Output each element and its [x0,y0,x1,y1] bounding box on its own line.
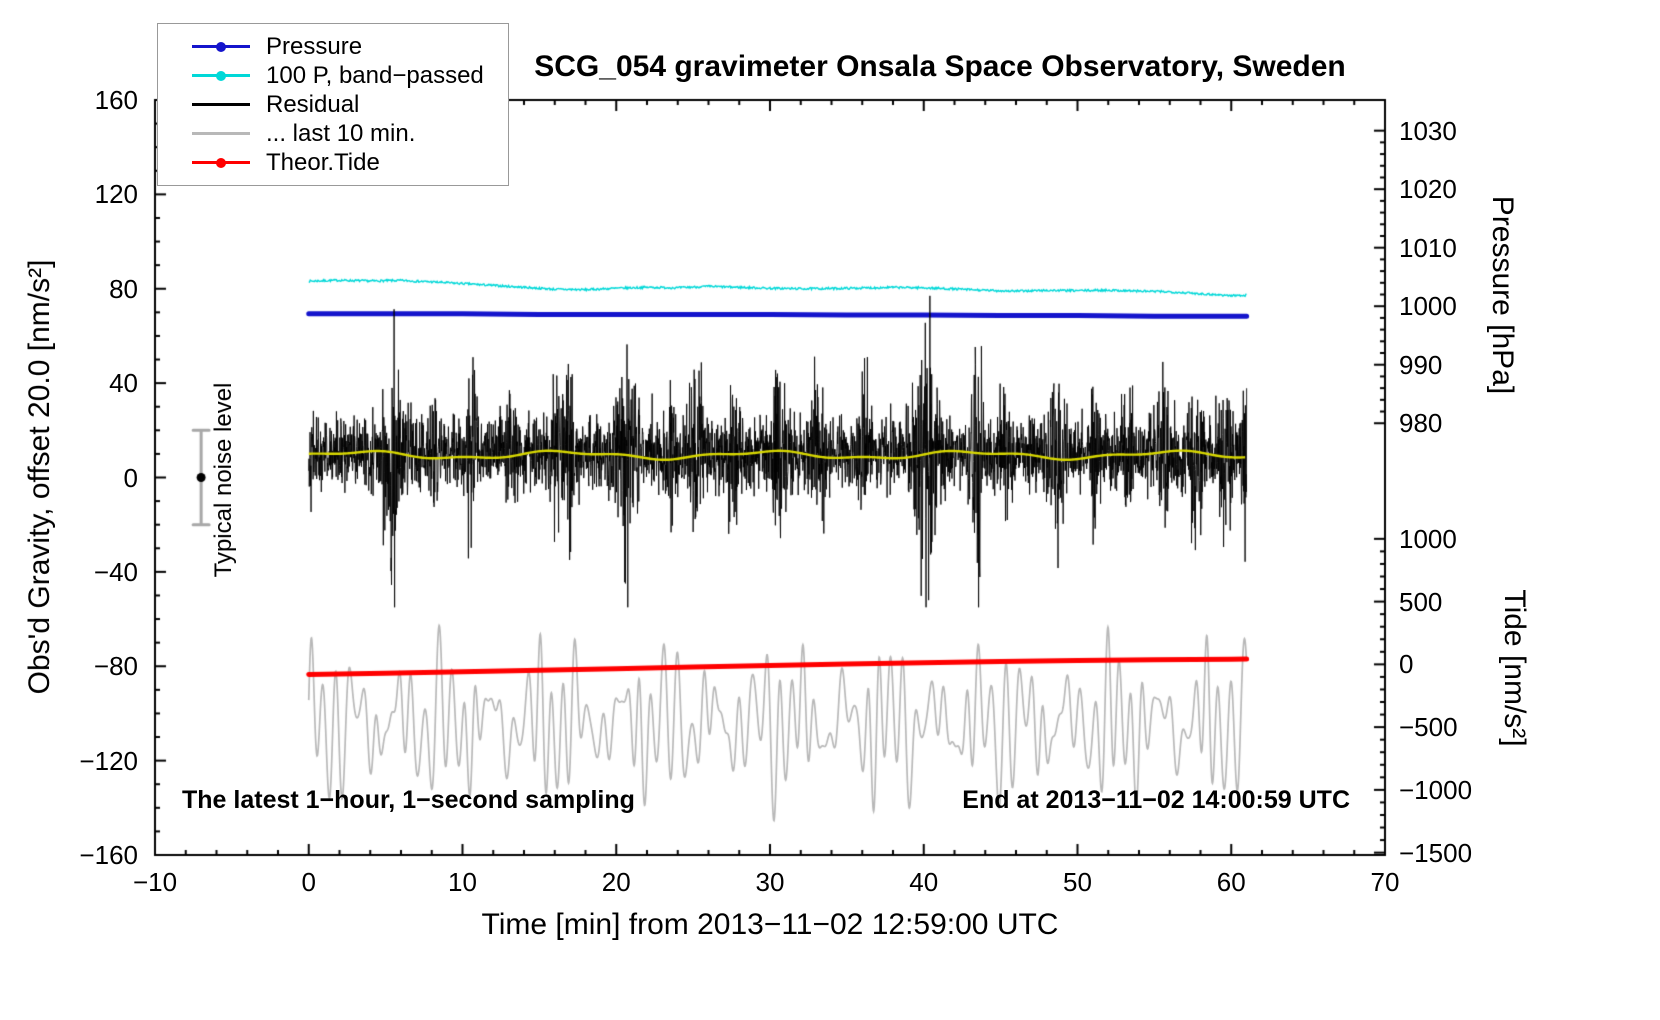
x-tick-label: 10 [448,867,477,897]
end-time-note: End at 2013−11−02 14:00:59 UTC [962,786,1350,814]
legend-label: Pressure [266,32,363,60]
y-tick-label-tide: 0 [1399,649,1414,680]
theor-tide-line-icon [192,157,250,168]
y-tick-label-gravity: 120 [94,179,138,210]
residual-line-icon [192,103,250,106]
band-passed-line-icon [192,70,250,81]
sampling-note: The latest 1−hour, 1−second sampling [182,786,635,814]
legend: Pressure 100 P, band−passed Residual ...… [157,23,509,186]
x-tick-label: 50 [1063,867,1092,897]
y-tick-label-gravity: 40 [109,368,138,399]
y-tick-label-gravity: 160 [94,85,138,115]
pressure-line-icon [192,41,250,52]
y-tick-label-gravity: −160 [79,840,138,870]
theor-tide-dot-icon [216,157,226,168]
x-tick-label: 40 [909,867,939,897]
x-tick-label: 0 [301,867,316,897]
y-tick-label-tide: 500 [1399,586,1443,617]
y-tick-label-gravity: 0 [123,462,138,493]
y-tick-label-gravity: −40 [93,556,138,587]
x-tick-label: 30 [755,867,785,897]
legend-item-last-10-min: ... last 10 min. [158,119,508,148]
x-tick-label: −10 [132,867,178,897]
y-tick-label-pressure: 990 [1399,349,1443,380]
y-tick-label-tide: −1000 [1399,774,1473,805]
y-tick-label-gravity: 80 [109,273,138,304]
legend-label: 100 P, band−passed [266,61,484,89]
y-tick-label-tide: −1500 [1399,837,1473,868]
y-tick-label-pressure: 1010 [1399,232,1457,263]
legend-label: Residual [266,90,360,118]
y-tick-label-tide: −500 [1399,712,1458,743]
last-10-min-line-icon [192,132,250,135]
x-tick-label: 20 [601,867,631,897]
y-tick-label-tide: 1000 [1399,523,1457,554]
legend-label: ... last 10 min. [266,119,416,147]
y-tick-label-pressure: 1030 [1399,115,1457,146]
x-tick-label: 70 [1370,867,1400,897]
x-tick-label: 60 [1216,867,1246,897]
page-title: SCG_054 gravimeter Onsala Space Observat… [534,50,1346,83]
legend-item-theor-tide: Theor.Tide [158,148,508,177]
y-tick-label-gravity: −120 [79,745,138,776]
y-tick-label-pressure: 1020 [1399,174,1457,205]
y-tick-label-pressure: 980 [1399,408,1443,439]
legend-label: Theor.Tide [266,148,380,176]
band-passed-dot-icon [216,70,226,81]
legend-item-band-passed: 100 P, band−passed [158,61,508,90]
y-tick-label-pressure: 1000 [1399,291,1457,322]
legend-item-pressure: Pressure [158,32,508,61]
noise-level-label: Typical noise level [210,382,237,578]
legend-item-residual: Residual [158,90,508,119]
pressure-dot-icon [216,41,226,52]
x-axis-label: Time [min] from 2013−11−02 12:59:00 UTC [481,908,1059,941]
y-tick-label-gravity: −80 [93,651,138,682]
